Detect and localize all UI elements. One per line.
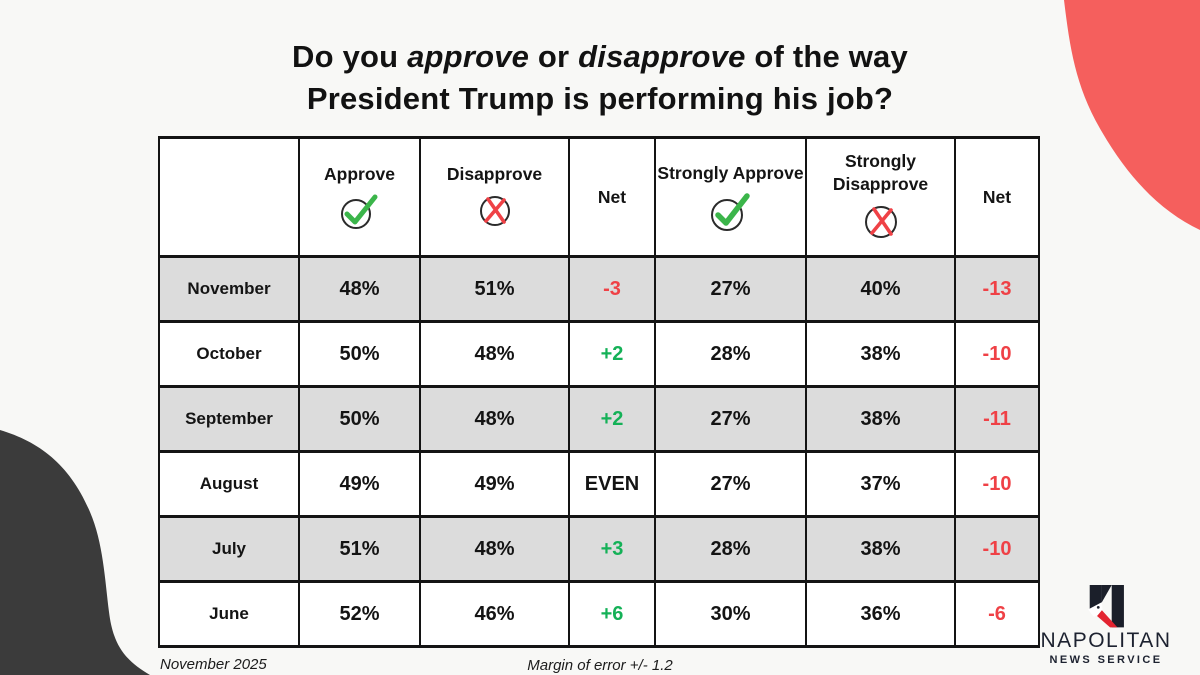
strongly-net-cell: -10 (954, 515, 1040, 583)
month-cell: September (158, 385, 300, 453)
disapprove-cell: 48% (419, 515, 570, 583)
net-cell: +2 (568, 320, 656, 388)
strongly-net-cell: -11 (954, 385, 1040, 453)
strongly-approve-cell: 28% (654, 320, 807, 388)
table-header-row: Approve Disapprove Net (158, 136, 1040, 258)
strongly-disapprove-cell: 38% (805, 385, 956, 453)
table-row-june: June 52% 46% +6 30% 36% -6 (158, 580, 1040, 648)
approve-cell: 51% (298, 515, 421, 583)
month-cell: November (158, 255, 300, 323)
approve-cell: 49% (298, 450, 421, 518)
strongly-approve-cell: 27% (654, 450, 807, 518)
month-cell: July (158, 515, 300, 583)
net-cell: +3 (568, 515, 656, 583)
strongly-disapprove-cell: 40% (805, 255, 956, 323)
net-cell: -3 (568, 255, 656, 323)
table-row-october: October 50% 48% +2 28% 38% -10 (158, 320, 1040, 388)
strongly-approve-cell: 28% (654, 515, 807, 583)
disapprove-header-label: Disapprove (446, 163, 543, 184)
strongly-disapprove-column-header: Strongly Disapprove (805, 136, 956, 258)
strongly-disapprove-cell: 36% (805, 580, 956, 648)
disapprove-cell: 48% (419, 320, 570, 388)
strongly-approve-cell: 30% (654, 580, 807, 648)
approve-cell: 48% (298, 255, 421, 323)
x-circle-icon (864, 206, 897, 238)
approve-header-label: Approve (324, 163, 395, 184)
disapprove-cell: 46% (419, 580, 570, 648)
napolitan-eagle-n-icon (1088, 585, 1124, 628)
month-cell: October (158, 320, 300, 388)
check-circle-icon (340, 194, 377, 229)
dark-corner-blob (0, 430, 150, 675)
strongly-approve-column-header: Strongly Approve (654, 136, 807, 258)
logo-brand-text: NAPOLITAN (1040, 629, 1172, 652)
table-row-august: August 49% 49% EVEN 27% 37% -10 (158, 450, 1040, 518)
net-column-header: Net (568, 136, 656, 258)
net-cell: +6 (568, 580, 656, 648)
page-title: Do you approve or disapprove of the way … (0, 36, 1200, 120)
strongly-net-cell: -13 (954, 255, 1040, 323)
strongly-disapprove-cell: 38% (805, 515, 956, 583)
strongly-approve-cell: 27% (654, 255, 807, 323)
disapprove-cell: 48% (419, 385, 570, 453)
table-row-september: September 50% 48% +2 27% 38% -11 (158, 385, 1040, 453)
table-row-july: July 51% 48% +3 28% 38% -10 (158, 515, 1040, 583)
month-cell: June (158, 580, 300, 648)
check-circle-icon (710, 192, 750, 231)
strongly-disapprove-header-label: Strongly Disapprove (832, 151, 929, 194)
strongly-disapprove-cell: 37% (805, 450, 956, 518)
disapprove-cell: 49% (419, 450, 570, 518)
net-cell: EVEN (568, 450, 656, 518)
title-line-2: President Trump is performing his job? (306, 81, 894, 116)
net-cell: +2 (568, 385, 656, 453)
strongly-net-cell: -6 (954, 580, 1040, 648)
strongly-disapprove-cell: 38% (805, 320, 956, 388)
strongly-approve-cell: 27% (654, 385, 807, 453)
poll-date-note: November 2025 (160, 656, 267, 673)
poll-results-table: Approve Disapprove Net (158, 136, 1040, 648)
strongly-net-cell: -10 (954, 320, 1040, 388)
table-row-november: November 48% 51% -3 27% 40% -13 (158, 255, 1040, 323)
month-cell: August (158, 450, 300, 518)
title-line-1: Do you approve or disapprove of the way (292, 39, 908, 74)
napolitan-logo: NAPOLITAN NEWS SERVICE (1026, 585, 1186, 667)
disapprove-cell: 51% (419, 255, 570, 323)
strongly-approve-header-label: Strongly Approve (657, 162, 804, 183)
approve-cell: 52% (298, 580, 421, 648)
approve-column-header: Approve (298, 136, 421, 258)
logo-tagline-text: NEWS SERVICE (1049, 654, 1163, 666)
x-circle-icon (479, 195, 510, 226)
net-column-header: Net (954, 136, 1040, 258)
strongly-net-cell: -10 (954, 450, 1040, 518)
margin-of-error-note: Margin of error +/- 1.2 (527, 657, 673, 674)
approve-cell: 50% (298, 385, 421, 453)
approve-cell: 50% (298, 320, 421, 388)
disapprove-column-header: Disapprove (419, 136, 570, 258)
month-column-header (158, 136, 300, 258)
